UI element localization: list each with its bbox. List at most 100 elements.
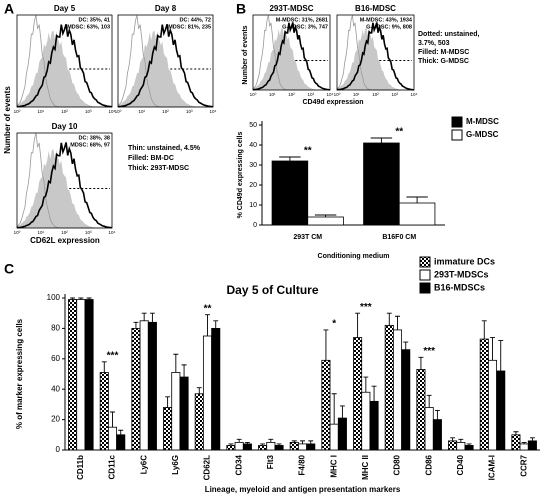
error-bar <box>466 443 472 446</box>
bar <box>307 216 344 226</box>
legend-swatch <box>419 256 431 268</box>
bar <box>271 160 309 226</box>
x-tick-label: 10⁰ <box>250 92 257 97</box>
bar <box>479 338 489 451</box>
thick-histogram <box>16 23 113 108</box>
significance: *** <box>423 346 435 357</box>
thick-histogram <box>336 22 415 91</box>
error-bar <box>386 312 392 326</box>
bar <box>363 142 400 226</box>
significance: ** <box>304 146 312 157</box>
bar <box>131 327 141 451</box>
error-bar <box>314 214 337 217</box>
x-tick-label: 10³ <box>391 92 398 97</box>
error-bar <box>196 387 202 394</box>
chart-title: Day 5 <box>54 4 76 13</box>
x-axis-label: Conditioning medium <box>318 253 390 260</box>
error-bar <box>331 393 337 425</box>
error-bar <box>300 440 305 444</box>
x-tick-label: 10³ <box>85 230 92 235</box>
error-bar <box>279 156 301 161</box>
x-tick-label: 10⁴ <box>109 230 116 235</box>
x-axis-label: CD49d expression <box>302 99 363 106</box>
annotation: MDSC: 81%, 235 <box>168 24 211 30</box>
error-bar <box>406 196 428 203</box>
error-bar <box>110 411 115 428</box>
chart-title: 293T-MDSC <box>269 4 313 13</box>
error-bar <box>165 396 171 408</box>
x-tick-label: 10¹ <box>269 92 276 97</box>
bar <box>226 445 236 451</box>
x-tick-label: 10⁴ <box>411 92 418 97</box>
annotation: M-MDSC: 43%, 1934 <box>360 17 413 23</box>
x-tick-label: 10⁴ <box>109 109 116 114</box>
annotation: G-MDSC: 9%, 808 <box>366 24 412 30</box>
y-tick-label: 20 <box>249 182 257 189</box>
error-bar <box>236 438 242 443</box>
significance: * <box>332 319 336 330</box>
bar <box>464 445 474 451</box>
x-tick-label: 10² <box>162 109 169 114</box>
legend-label: 293T-MDSCs <box>434 269 489 279</box>
error-bar <box>228 443 234 446</box>
error-bar <box>498 340 504 371</box>
bar <box>107 426 118 451</box>
error-bar <box>323 329 329 361</box>
error-bar <box>450 437 456 441</box>
bar <box>202 335 213 451</box>
bar <box>401 349 411 451</box>
x-tick-label: 10² <box>288 92 295 97</box>
annotation: MDSC: 68%, 97 <box>70 142 110 148</box>
error-bar <box>70 297 76 300</box>
bar <box>76 299 86 451</box>
bar <box>392 329 403 451</box>
error-bar <box>260 443 266 446</box>
y-tick-label: 60 <box>51 354 60 363</box>
error-bar <box>370 137 393 143</box>
annotation: MDSC: 63%, 103 <box>67 24 110 30</box>
significance: ** <box>204 303 212 314</box>
bar <box>424 407 434 451</box>
bar <box>84 299 94 451</box>
y-tick-label: 0 <box>56 445 61 454</box>
thick-histogram <box>16 142 113 229</box>
error-bar <box>173 353 179 373</box>
y-axis-label: Number of events <box>3 86 12 154</box>
bar <box>289 441 299 451</box>
bar <box>432 419 442 451</box>
legend-label: G-MDSC <box>466 130 499 139</box>
error-bar <box>355 312 361 338</box>
y-tick-label: 30 <box>249 162 257 169</box>
significance: *** <box>360 302 372 313</box>
annotation: DC: 35%, 41 <box>79 17 111 23</box>
chart-title: B16-MDSC <box>355 4 396 13</box>
legend-text: Thin: unstained, 4.5% <box>128 145 201 152</box>
bar <box>384 324 394 451</box>
bar <box>511 434 521 451</box>
legend-label: immature DCs <box>434 256 495 266</box>
legend-label: B16-MDSCs <box>434 282 485 292</box>
y-tick-label: 40 <box>249 142 257 149</box>
error-bar <box>418 356 424 370</box>
error-bar <box>118 429 124 435</box>
legend-label: M-MDSC <box>466 117 499 126</box>
x-tick-label: MHC II <box>361 455 370 480</box>
bar <box>163 407 173 451</box>
bar <box>116 434 126 451</box>
x-axis-label: Lineage, myeloid and antigen presentatio… <box>205 485 401 494</box>
error-bar <box>213 320 219 329</box>
error-bar <box>133 321 139 329</box>
error-bar <box>101 361 107 373</box>
bar <box>416 369 426 451</box>
error-bar <box>529 437 535 441</box>
bar <box>487 359 498 451</box>
error-bar <box>86 297 92 300</box>
x-tick-label: 10¹ <box>353 92 360 97</box>
error-bar <box>205 314 210 336</box>
x-tick-label: B16F0 CM <box>382 234 416 241</box>
y-axis-label: % CD49d expressing cells <box>237 132 244 219</box>
x-tick-label: 10² <box>61 230 68 235</box>
bar <box>527 440 537 451</box>
x-tick-label: CD11b <box>76 455 85 480</box>
legend-text: 3.7%, 503 <box>418 40 450 47</box>
